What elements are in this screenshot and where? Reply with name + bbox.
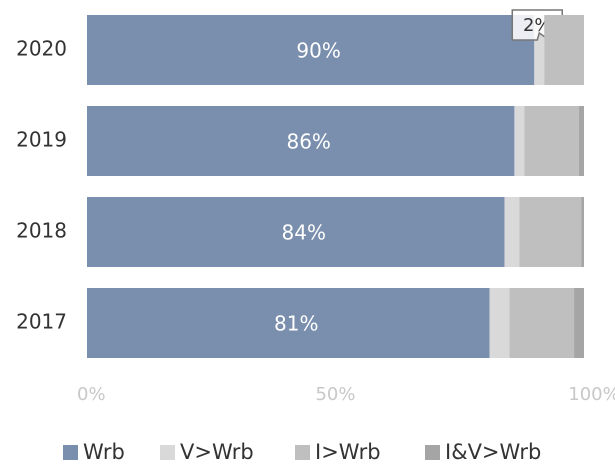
legend-label: V>Wrb (180, 440, 254, 464)
y-tick-label: 2019 (16, 128, 67, 152)
bar-segment (579, 106, 584, 176)
value-label: 86% (286, 130, 330, 154)
x-tick-label: 0% (77, 384, 106, 405)
bar-segment (87, 106, 515, 176)
bar-segment (519, 197, 582, 267)
bar-segment (534, 15, 545, 85)
bar-segment (87, 15, 535, 85)
x-tick-label: 50% (315, 384, 355, 405)
y-tick-label: 2017 (16, 310, 67, 334)
y-tick-label: 2018 (16, 219, 67, 243)
value-label: 84% (282, 221, 326, 245)
bar-segment (504, 197, 520, 267)
legend-marker (63, 445, 78, 460)
value-label: 81% (274, 312, 318, 336)
bar-segment (514, 106, 525, 176)
x-tick-label: 100% (568, 384, 615, 405)
bar-segment (87, 197, 505, 267)
bar-segment (489, 288, 510, 358)
bar-segment (581, 197, 584, 267)
value-label: 90% (296, 39, 340, 63)
legend-label: I>Wrb (315, 440, 381, 464)
bar-segment (544, 15, 584, 85)
bar-segment (574, 288, 584, 358)
legend-label: I&V>Wrb (445, 440, 541, 464)
bar-segment (87, 288, 490, 358)
bar-segment (524, 106, 580, 176)
legend-marker (160, 445, 175, 460)
legend-marker (295, 445, 310, 460)
legend-marker (425, 445, 440, 460)
bar-segment (509, 288, 575, 358)
legend-label: Wrb (83, 440, 125, 464)
y-tick-label: 2020 (16, 37, 67, 61)
